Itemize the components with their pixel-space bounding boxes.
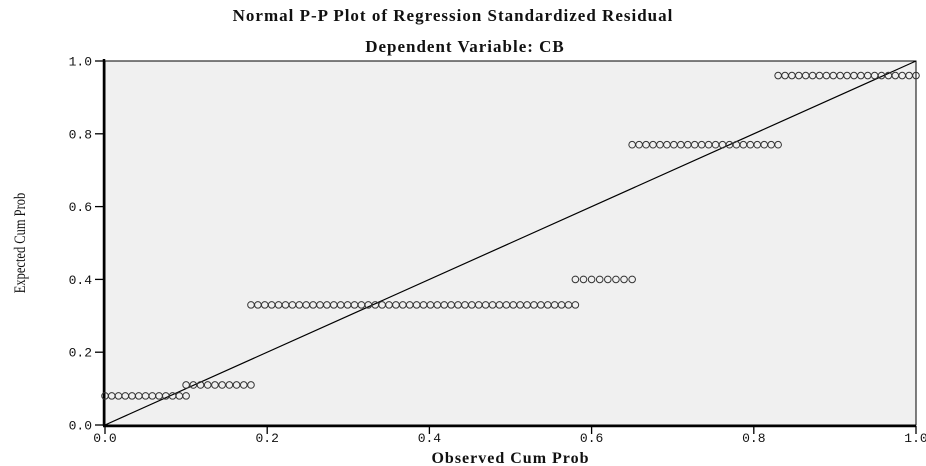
data-point bbox=[196, 381, 205, 389]
x-tick-label: 0.0 bbox=[93, 431, 116, 446]
data-point bbox=[571, 301, 580, 309]
data-point bbox=[232, 381, 241, 389]
data-point bbox=[239, 381, 248, 389]
data-point bbox=[182, 392, 190, 400]
y-tick-label: 0.0 bbox=[69, 419, 92, 434]
y-tick-label: 0.8 bbox=[69, 127, 92, 142]
data-point bbox=[225, 381, 234, 389]
data-point bbox=[628, 275, 636, 284]
data-point bbox=[774, 140, 782, 149]
data-point bbox=[604, 275, 612, 284]
x-tick-label: 0.2 bbox=[255, 431, 278, 446]
x-axis-label: Observed Cum Prob bbox=[431, 450, 589, 466]
chart-title: Normal P-P Plot of Regression Standardiz… bbox=[232, 6, 674, 25]
data-point bbox=[189, 381, 198, 389]
data-point bbox=[218, 381, 226, 389]
x-tick-label: 0.4 bbox=[418, 431, 442, 446]
data-point bbox=[912, 71, 920, 80]
data-point bbox=[612, 275, 620, 284]
x-tick-label: 0.8 bbox=[742, 431, 765, 446]
x-tick-label: 1.0 bbox=[904, 431, 926, 446]
x-tick-label: 0.6 bbox=[580, 431, 603, 446]
data-point bbox=[182, 381, 190, 389]
y-tick-label: 0.2 bbox=[69, 346, 92, 361]
data-point bbox=[247, 381, 255, 389]
y-tick-label: 0.4 bbox=[69, 273, 93, 288]
chart-subtitle: Dependent Variable: CB bbox=[365, 37, 565, 56]
data-point bbox=[587, 275, 596, 284]
reference-line bbox=[104, 60, 917, 426]
data-point bbox=[203, 381, 212, 389]
data-point bbox=[571, 275, 580, 284]
y-axis-label: Expected Cum Prob bbox=[12, 193, 30, 293]
y-tick-label: 0.6 bbox=[69, 200, 92, 215]
data-point bbox=[211, 381, 219, 389]
data-point bbox=[595, 275, 604, 284]
y-tick-label: 1.0 bbox=[69, 55, 92, 70]
data-point bbox=[579, 275, 588, 284]
data-point bbox=[620, 275, 628, 284]
